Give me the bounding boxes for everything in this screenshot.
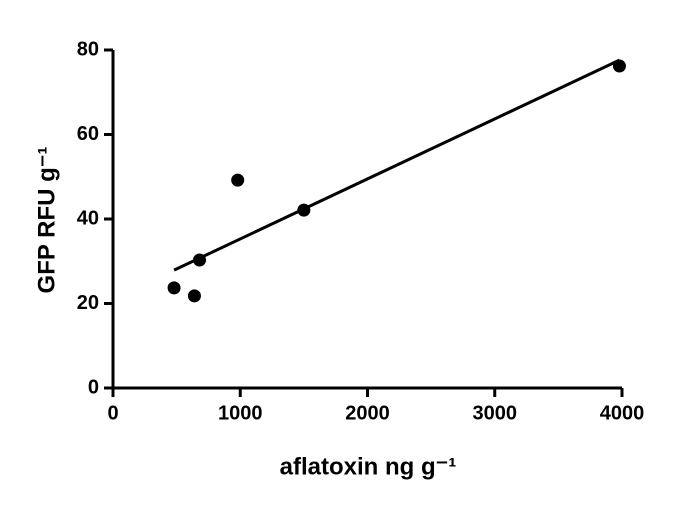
- y-tick-label: 80: [77, 38, 99, 60]
- data-point: [297, 203, 311, 217]
- y-tick-label: 40: [77, 207, 99, 229]
- data-point: [193, 253, 207, 267]
- x-tick-label: 2000: [345, 402, 390, 424]
- fit-line: [173, 58, 621, 272]
- y-tick-label: 60: [77, 123, 99, 145]
- data-point: [187, 289, 201, 303]
- x-tick-label: 3000: [473, 402, 518, 424]
- x-tick-label: 1000: [218, 402, 263, 424]
- x-tick-label: 4000: [600, 402, 645, 424]
- y-tick-label: 0: [88, 376, 99, 398]
- y-axis-label: GFP RFU g⁻¹: [33, 147, 60, 294]
- data-point: [167, 281, 181, 295]
- x-tick-label: 0: [107, 402, 118, 424]
- data-point: [612, 59, 626, 73]
- y-tick-label: 20: [77, 292, 99, 314]
- x-axis-label: aflatoxin ng g⁻¹: [280, 453, 457, 480]
- data-point: [231, 173, 245, 187]
